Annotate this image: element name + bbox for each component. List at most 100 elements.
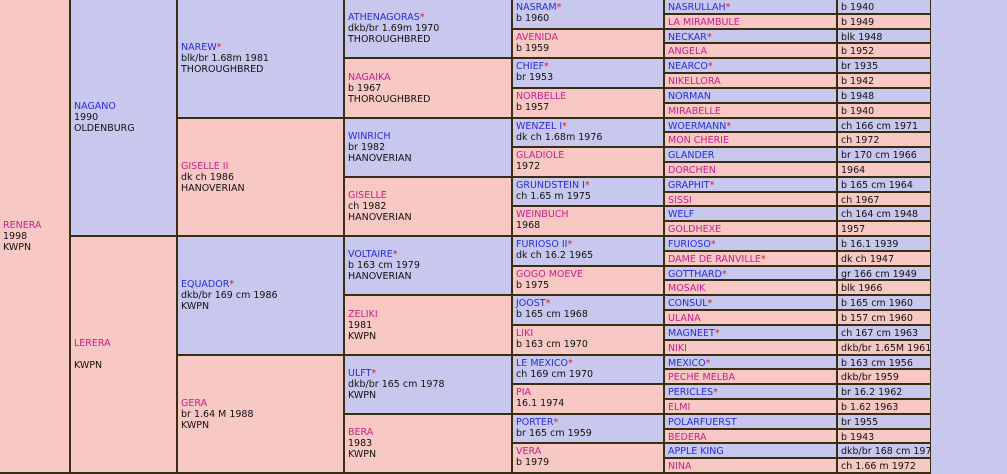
horse-detail: b 165 cm 1964 (841, 180, 913, 191)
horse-link-magneet[interactable]: MAGNEET* (668, 328, 833, 339)
horse-link-consul[interactable]: CONSUL* (668, 298, 833, 309)
horse-detail: br 1953 (516, 72, 554, 83)
horse-name: WENZEL I (516, 121, 563, 132)
horse-link-mon-cherie[interactable]: MON CHERIE (668, 135, 833, 146)
horse-link-voltaire[interactable]: VOLTAIRE* (348, 249, 508, 260)
horse-link-joost[interactable]: JOOST* (516, 298, 660, 309)
horse-link-winrich[interactable]: WINRICH (348, 131, 508, 142)
horse-detail: HANOVERIAN (181, 182, 245, 194)
horse-link-vera[interactable]: VERA (516, 446, 660, 457)
horse-link-ulana[interactable]: ULANA (668, 313, 833, 324)
horse-link-zeliki[interactable]: ZELIKI (348, 309, 508, 320)
horse-link-nina[interactable]: NINA (668, 461, 833, 472)
horse-link-giselle[interactable]: GISELLE (348, 190, 508, 201)
horse-link-dame-de-ranville[interactable]: DAME DE RANVILLE* (668, 254, 833, 265)
horse-link-pericles[interactable]: PERICLES* (668, 387, 833, 398)
horse-name: GISELLE II (181, 160, 229, 172)
horse-detail: b 1967 (348, 82, 382, 94)
horse-link-woermann[interactable]: WOERMANN* (668, 121, 833, 131)
imported-star-icon: * (713, 387, 718, 398)
horse-link-porter[interactable]: PORTER* (516, 417, 660, 428)
horse-detail: HANOVERIAN (348, 271, 412, 282)
horse-link-nasram[interactable]: NASRAM* (516, 2, 660, 13)
horse-link-weinbuch[interactable]: WEINBUCH (516, 209, 660, 220)
horse-link-le-mexico[interactable]: LE MEXICO* (516, 358, 660, 369)
horse-detail: b 165 cm 1968 (516, 309, 588, 320)
horse-name: PERICLES (668, 387, 714, 398)
horse-link-la-mirambule[interactable]: LA MIRAMBULE (668, 17, 833, 28)
horse-link-narew[interactable]: NAREW* (181, 42, 340, 53)
imported-star-icon: * (706, 32, 712, 42)
horse-detail: 1968 (516, 220, 541, 231)
horse-link-welf[interactable]: WELF (668, 209, 833, 220)
horse-detail: KWPN (74, 360, 103, 371)
horse-link-mirabelle[interactable]: MIRABELLE (668, 106, 833, 117)
pedigree-cell-gen5-detail: blk 1948 (838, 30, 930, 42)
horse-link-liki[interactable]: LIKI (516, 328, 660, 339)
imported-star-icon: * (584, 180, 590, 191)
horse-detail: ch 169 cm 1970 (516, 369, 594, 380)
horse-link-polarfuerst[interactable]: POLARFUERST (668, 417, 833, 428)
pedigree-cell-gen5-detail: br 1935 (838, 59, 930, 72)
horse-link-norman[interactable]: NORMAN (668, 91, 833, 102)
horse-detail: 16.1 1974 (516, 398, 565, 409)
horse-link-gladiole[interactable]: GLADIOLE (516, 150, 660, 161)
horse-link-neckar[interactable]: NECKAR* (668, 32, 833, 42)
pedigree-cell-gen5: GOTTHARD* (665, 267, 836, 279)
pedigree-cell-gen5-detail: 1964 (838, 163, 930, 176)
horse-link-equador[interactable]: EQUADOR* (181, 279, 340, 290)
horse-name: DORCHEN (668, 165, 716, 176)
horse-link-bedera[interactable]: BEDERA (668, 432, 833, 442)
imported-star-icon: * (707, 298, 713, 309)
horse-link-ulft[interactable]: ULFT* (348, 368, 508, 379)
horse-link-gera[interactable]: GERA (181, 398, 340, 409)
horse-link-gotthard[interactable]: GOTTHARD* (668, 269, 833, 279)
horse-link-furioso[interactable]: FURIOSO* (668, 239, 833, 250)
horse-detail: br 165 cm 1959 (516, 428, 592, 439)
horse-link-mosaik[interactable]: MOSAIK (668, 283, 833, 294)
horse-link-elmi[interactable]: ELMI (668, 402, 833, 413)
horse-link-norbelle[interactable]: NORBELLE (516, 91, 660, 102)
horse-name: EQUADOR (181, 279, 230, 290)
horse-name: AVENIDA (516, 32, 558, 43)
horse-link-peche-melba[interactable]: PECHE MELBA (668, 372, 833, 383)
horse-link-angela[interactable]: ANGELA (668, 46, 833, 57)
horse-link-grundstein-i[interactable]: GRUNDSTEIN I* (516, 180, 660, 191)
horse-link-apple-king[interactable]: APPLE KING (668, 446, 833, 457)
horse-link-nikellora[interactable]: NIKELLORA (668, 76, 833, 87)
horse-link-nagano[interactable]: NAGANO (74, 101, 173, 112)
horse-link-glander[interactable]: GLANDER (668, 150, 833, 161)
horse-link-athenagoras[interactable]: ATHENAGORAS* (348, 12, 508, 23)
horse-link-goldhexe[interactable]: GOLDHEXE (668, 224, 833, 235)
horse-detail: b 163 cm 1970 (516, 339, 588, 350)
pedigree-cell-gen4: AVENIDA b 1959 (513, 30, 663, 57)
horse-link-chief[interactable]: CHIEF* (516, 61, 660, 72)
pedigree-cell-gen5-detail: b 165 cm 1960 (838, 296, 930, 309)
horse-link-mexico[interactable]: MEXICO* (668, 358, 833, 368)
horse-name: WOERMANN (668, 121, 727, 131)
horse-link-avenida[interactable]: AVENIDA (516, 32, 660, 43)
horse-link-graphit[interactable]: GRAPHIT* (668, 180, 833, 191)
horse-link-dorchen[interactable]: DORCHEN (668, 165, 833, 176)
horse-link-wenzel-i[interactable]: WENZEL I* (516, 121, 660, 132)
horse-link-furioso-ii[interactable]: FURIOSO II* (516, 239, 660, 250)
horse-detail: ch 1.65 m 1975 (516, 191, 591, 202)
pedigree-cell-gen3: ZELIKI 1981 KWPN (345, 296, 511, 354)
pedigree-cell-gen5: GRAPHIT* (665, 178, 836, 191)
horse-link-pia[interactable]: PIA (516, 387, 660, 398)
horse-link-nearco[interactable]: NEARCO* (668, 61, 833, 72)
pedigree-cell-gen4: PORTER* br 165 cm 1959 (513, 415, 663, 442)
horse-link-nasrullah[interactable]: NASRULLAH* (668, 2, 833, 13)
horse-link-niki[interactable]: NIKI (668, 343, 833, 354)
imported-star-icon: * (726, 121, 732, 131)
horse-detail: ch 167 cm 1963 (841, 328, 919, 339)
horse-link-renera[interactable]: RENERA (3, 220, 66, 231)
horse-name: GRUNDSTEIN I (516, 180, 585, 191)
pedigree-cell-gen5-detail: ch 1972 (838, 133, 930, 146)
horse-link-bera[interactable]: BERA (348, 427, 508, 438)
horse-link-giselle-ii[interactable]: GISELLE II (181, 161, 340, 172)
horse-link-gogo-moeve[interactable]: GOGO MOEVE (516, 269, 660, 280)
horse-link-nagaika[interactable]: NAGAIKA (348, 72, 508, 83)
horse-link-sissi[interactable]: SISSI (668, 195, 833, 205)
horse-link-lerera[interactable]: LERERA (74, 338, 173, 349)
